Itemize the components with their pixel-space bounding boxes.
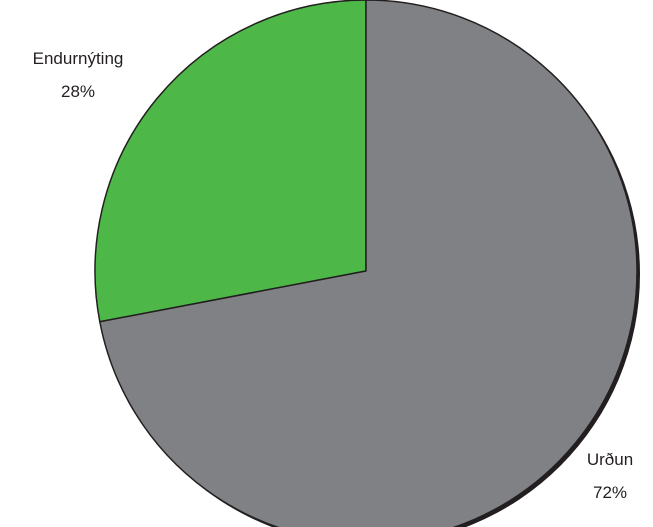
slice-value-urdun: 72% <box>593 483 627 502</box>
slice-label-endurnyting: Endurnýting <box>33 49 124 68</box>
slice-label-urdun: Urðun <box>587 450 633 469</box>
pie-slice-endurnyting <box>94 0 367 323</box>
pie-slices <box>94 0 638 527</box>
pie-slice-urdun <box>99 0 638 527</box>
slice-value-endurnyting: 28% <box>61 82 95 101</box>
